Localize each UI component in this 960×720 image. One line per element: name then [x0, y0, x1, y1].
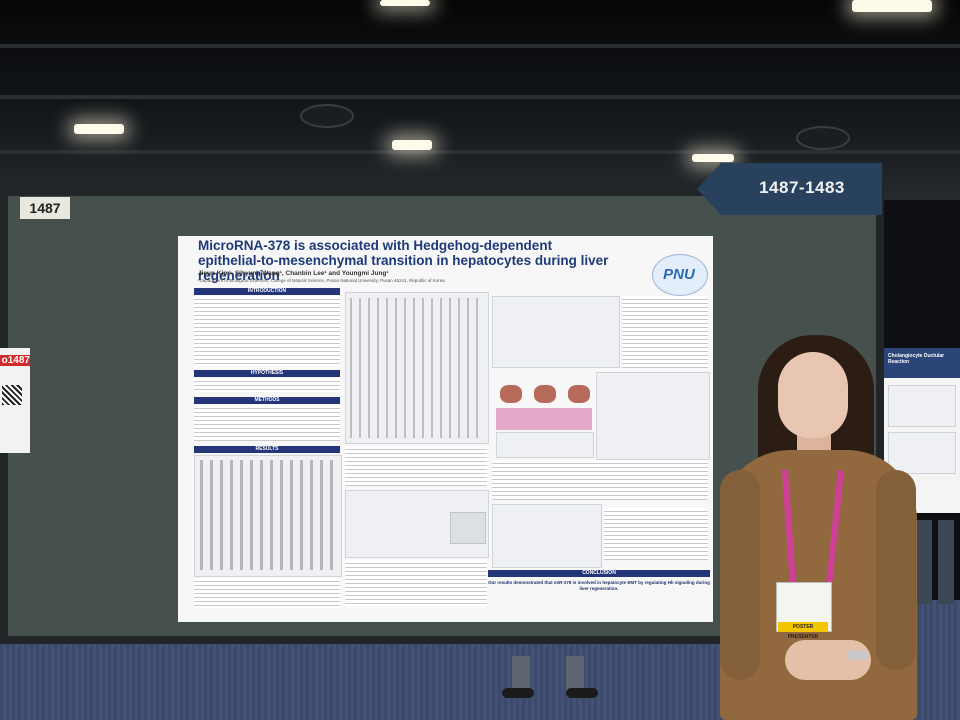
badge-ribbon: POSTER PRESENTER — [778, 622, 828, 640]
figure-5-caption — [492, 460, 708, 500]
direction-sign-text: 1487-1483 — [759, 178, 845, 197]
hypothesis-text-block — [194, 378, 340, 392]
liver-tissue-image — [500, 385, 522, 403]
left-poster-number: o1487 — [0, 355, 30, 366]
right-poster-figure — [888, 385, 956, 427]
conclusion-text: Our results demonstrated that miR-378 is… — [488, 580, 710, 591]
wristwatch — [848, 650, 868, 660]
ceiling-truss — [0, 150, 960, 154]
passerby-leg — [938, 520, 954, 604]
qr-code — [2, 385, 22, 405]
introduction-text-block — [194, 296, 340, 366]
bar-chart-figure — [200, 460, 334, 570]
direction-sign-arrow — [697, 163, 721, 215]
right-poster-figure — [888, 432, 956, 474]
line-chart-figure — [350, 298, 482, 438]
figure-2-caption — [345, 446, 487, 486]
results-figure-2 — [345, 292, 489, 444]
booth-number-label: 1487 — [20, 197, 70, 219]
ceiling-light — [74, 124, 124, 134]
poster-affiliation: ¹Department of Biological Sciences, Coll… — [198, 278, 445, 283]
histology-image — [496, 408, 592, 430]
section-header-introduction: INTRODUCTION — [194, 288, 340, 295]
poster-authors: Jieun Kim¹, Sihyung Wang¹, Chanbin Lee¹ … — [198, 270, 389, 277]
passerby-shoe — [566, 688, 598, 698]
passerby-leg — [566, 656, 584, 692]
section-header-methods: METHODS — [194, 397, 340, 404]
right-poster-header — [884, 348, 960, 378]
figure-1-caption — [194, 578, 340, 608]
poster-title: MicroRNA-378 is associated with Hedgehog… — [198, 238, 609, 283]
ceiling-vent — [796, 126, 850, 150]
direction-sign — [720, 163, 882, 215]
results-figure-1 — [194, 455, 342, 577]
presenter-hands — [785, 640, 871, 680]
figure-3-caption — [345, 560, 487, 606]
results-figure-6 — [492, 504, 602, 568]
ceiling-vent — [300, 104, 354, 128]
figure-4-caption — [622, 296, 708, 368]
methods-text-block — [194, 405, 340, 441]
ceiling-light — [392, 140, 432, 150]
presenter-face — [778, 352, 848, 438]
ceiling-light — [692, 154, 734, 162]
western-blot — [450, 512, 486, 544]
results-figure-5 — [596, 372, 710, 460]
ceiling-light — [852, 0, 932, 12]
section-header-results: RESULTS — [194, 446, 340, 453]
ceiling-truss — [0, 44, 960, 48]
presenter-left-sleeve — [720, 470, 760, 680]
liver-tissue-image — [568, 385, 590, 403]
results-figure-4 — [492, 296, 620, 368]
figure-6-caption — [604, 508, 708, 560]
ceiling-truss — [0, 95, 960, 99]
ceiling-light — [380, 0, 430, 6]
passerby-leg — [512, 656, 530, 692]
section-header-hypothesis: HYPOTHESIS — [194, 370, 340, 377]
university-logo — [652, 254, 708, 296]
passerby-leg — [916, 520, 932, 604]
logo-text: PNU — [663, 266, 695, 283]
passerby-shoe — [502, 688, 534, 698]
presenter-right-sleeve — [876, 470, 916, 670]
right-poster-title: Cholangiocyte Ductular Reaction — [888, 353, 945, 365]
histology-image — [496, 432, 594, 458]
section-header-conclusion: CONCLUSION — [488, 570, 710, 577]
liver-tissue-image — [534, 385, 556, 403]
